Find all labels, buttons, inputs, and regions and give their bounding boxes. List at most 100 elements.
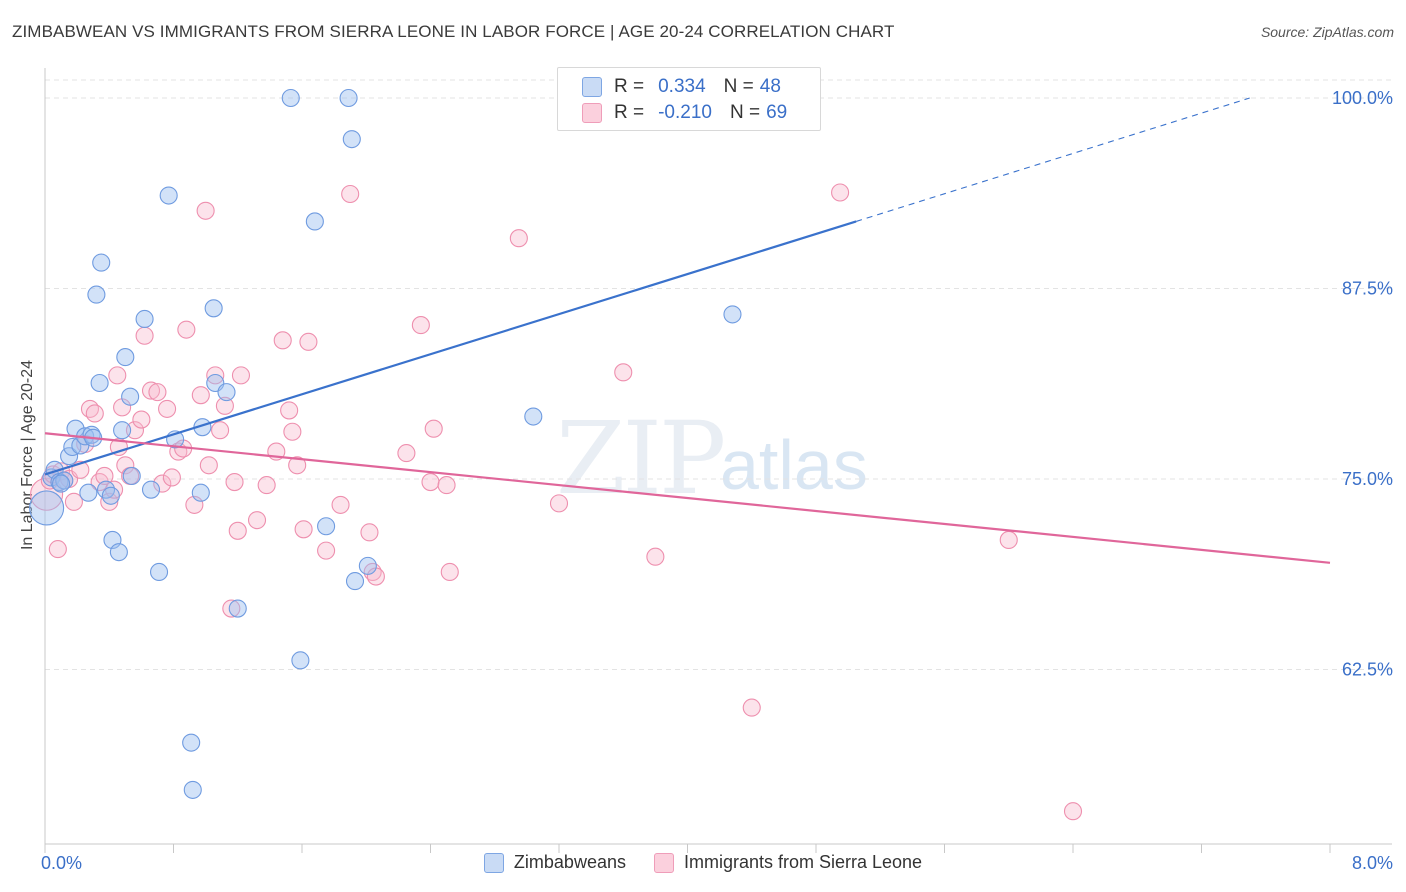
sierra-leone-point <box>125 421 144 440</box>
sierra-leone-point <box>85 404 104 423</box>
sierra-leone-point <box>299 332 318 351</box>
zimbabwean-point <box>305 212 324 231</box>
x-tick-label: 0.0% <box>41 853 82 873</box>
sierra-leone-point <box>247 511 267 530</box>
sierra-leone-point <box>411 316 430 335</box>
zimbabwean-point <box>723 305 742 324</box>
y-tick-label: 100.0% <box>1332 88 1393 108</box>
sierra-leone-point <box>509 229 528 248</box>
sierra-leone-point <box>440 562 459 582</box>
sierra-leone-point <box>206 366 225 385</box>
sierra-leone-point <box>177 320 196 339</box>
zimbabwean-point <box>345 572 365 591</box>
sierra-leone-point <box>148 383 167 402</box>
legend-row-zimbabweans: R = 0.334 N = 48 <box>582 76 781 98</box>
series-legend: Zimbabweans Immigrants from Sierra Leone <box>0 852 1406 873</box>
sierra-leone-point <box>257 476 276 495</box>
sierra-leone-point <box>196 201 215 220</box>
sierra-leone-point <box>191 386 210 405</box>
sierra-leone-point <box>228 521 247 540</box>
sierra-leone-point <box>135 326 154 345</box>
legend-label: Zimbabweans <box>513 852 626 872</box>
zimbabwean-point <box>358 556 377 575</box>
legend-item-zimbabweans: Zimbabweans <box>483 852 626 873</box>
zimbabwean-point <box>121 387 140 406</box>
zimbabwean-point <box>149 562 169 582</box>
zimbabwean-point <box>141 480 161 499</box>
sierra-leone-point <box>158 399 177 418</box>
watermark-zip: ZIP <box>556 400 726 517</box>
zimbabwean-point <box>291 651 310 670</box>
sierra-leone-point <box>162 468 181 487</box>
watermark-atlas: atlas <box>720 426 868 504</box>
source-credit: Source: ZipAtlas.com <box>1260 24 1394 40</box>
sierra-leone-point <box>1063 802 1083 821</box>
legend-row-sierra-leone: R = -0.210 N = 69 <box>582 102 787 124</box>
n-value: 48 <box>759 76 781 97</box>
sierra-leone-point <box>424 419 443 438</box>
x-tick-label: 8.0% <box>1352 853 1393 873</box>
y-tick-label: 87.5% <box>1342 279 1393 299</box>
zimbabwean-point <box>92 253 111 272</box>
r-value: -0.210 <box>658 102 712 123</box>
zimbabwean-point <box>135 309 154 329</box>
zimbabwean-point <box>122 466 141 486</box>
zimbabwean-point <box>79 483 98 502</box>
r-label: R = <box>614 102 645 123</box>
sierra-leone-point <box>742 698 761 717</box>
zimbabwean-point <box>96 480 116 499</box>
sierra-leone-point <box>360 523 379 542</box>
zimbabwean-point <box>191 483 210 502</box>
zimbabwean-point <box>182 733 201 752</box>
zimbabwean-point <box>90 373 109 393</box>
n-value: 69 <box>766 102 788 123</box>
zimbabwean-point <box>228 599 247 618</box>
sierra-leone-point <box>48 540 67 559</box>
sierra-leone-point <box>341 184 360 204</box>
r-label: R = <box>614 76 645 97</box>
sierra-leone-point <box>153 474 172 493</box>
sierra-leone-point <box>331 495 350 514</box>
sierra-leone-point <box>421 472 440 492</box>
zimbabwean-trend-line <box>44 220 857 476</box>
sierra-leone-point <box>646 547 665 566</box>
blue-swatch <box>483 852 504 873</box>
chart-title: ZIMBABWEAN VS IMMIGRANTS FROM SIERRA LEO… <box>12 22 895 41</box>
pink-swatch <box>653 852 674 873</box>
zimbabwean-point <box>217 383 236 402</box>
blue-swatch <box>582 77 602 97</box>
n-label: N = <box>723 76 754 97</box>
zimbabwean-point <box>109 543 128 562</box>
zimbabwean-point <box>113 421 132 440</box>
zimbabwean-point <box>524 407 543 426</box>
correlation-legend: R = 0.334 N = 48 R = -0.210 N = 69 <box>557 67 821 131</box>
sierra-leone-point <box>95 466 114 486</box>
sierra-leone-point <box>397 444 416 463</box>
sierra-leone-point <box>30 477 64 511</box>
sierra-leone-point <box>199 456 218 475</box>
zimbabwean-point <box>281 88 300 108</box>
sierra-leone-point <box>132 410 151 429</box>
sierra-leone-point <box>225 472 244 492</box>
sierra-leone-point <box>294 520 313 539</box>
sierra-leone-point <box>283 422 302 441</box>
sierra-leone-point <box>831 183 850 202</box>
zimbabwean-point <box>204 299 223 318</box>
sierra-leone-point <box>231 366 251 385</box>
zimbabwean-point <box>317 517 336 536</box>
sierra-leone-point <box>116 456 135 475</box>
legend-item-sierra-leone: Immigrants from Sierra Leone <box>653 852 922 873</box>
sierra-leone-point <box>273 331 292 350</box>
zimbabwean-point <box>342 130 361 149</box>
sierra-leone-point <box>999 530 1018 550</box>
sierra-leone-point <box>108 366 127 385</box>
sierra-leone-trend-line <box>44 432 1331 564</box>
sierra-leone-point <box>222 599 241 618</box>
sierra-leone-point <box>64 492 83 511</box>
sierra-leone-point <box>280 401 299 420</box>
pink-swatch <box>582 103 602 123</box>
sierra-leone-point <box>141 381 161 400</box>
zimbabwean-point <box>29 490 65 526</box>
sierra-leone-point <box>437 476 456 495</box>
